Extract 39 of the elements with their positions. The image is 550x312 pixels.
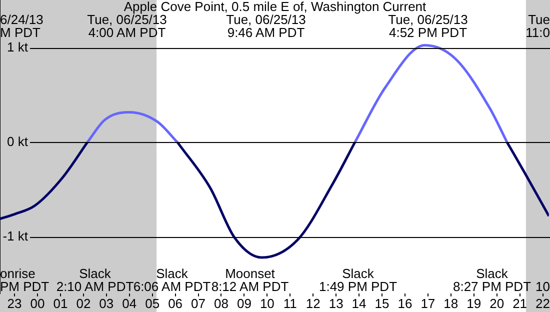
x-tick-label: 23 xyxy=(7,296,22,311)
y-tick-label: -1 kt xyxy=(2,228,28,244)
x-tick-label: 08 xyxy=(214,296,228,311)
x-tick-label: 17 xyxy=(420,296,436,311)
x-tick-label: 00 xyxy=(30,296,45,311)
annotation: Tue 11:0 xyxy=(526,12,550,40)
chart-title: Apple Cove Point, 0.5 mile E of, Washington Current xyxy=(124,0,427,14)
x-tick-label: 04 xyxy=(122,296,137,311)
x-tick-label: 01 xyxy=(53,296,68,311)
annotation: Slack 1:49 PM PDT xyxy=(318,266,398,294)
x-tick-label: 13 xyxy=(328,296,344,311)
annotation: 6/24/13 M PDT xyxy=(0,12,44,40)
x-tick-label: 06 xyxy=(168,296,183,311)
x-tick-label: 07 xyxy=(191,296,206,311)
y-tick-label: 0 kt xyxy=(7,134,28,150)
annotation: 10 xyxy=(536,279,550,294)
annotation: Slack 6:06 AM PDT xyxy=(133,266,211,294)
x-tick-label: 11 xyxy=(283,296,297,311)
x-tick-label: 02 xyxy=(76,296,91,311)
x-tick-label: 19 xyxy=(466,296,482,311)
annotation: Tue, 06/25/13 9:46 AM PDT xyxy=(226,12,306,40)
annotation: Tue, 06/25/13 4:52 PM PDT xyxy=(388,12,468,40)
x-tick-label: 09 xyxy=(236,296,252,311)
annotation: onrise PM PDT xyxy=(0,266,50,294)
x-tick-label: 18 xyxy=(444,296,458,311)
x-tick-label: 20 xyxy=(490,296,504,311)
annotation: Slack 8:27 PM PDT xyxy=(452,266,532,294)
x-tick-label: 22 xyxy=(536,296,550,311)
annotation: Moonset 8:12 AM PDT xyxy=(211,266,289,294)
x-tick-label: 03 xyxy=(99,296,114,311)
x-tick-label: 12 xyxy=(306,296,320,311)
y-tick-label: 1 kt xyxy=(7,40,28,55)
x-tick-label: 21 xyxy=(512,296,528,311)
x-tick-label: 15 xyxy=(374,296,390,311)
x-tick-label: 10 xyxy=(260,296,274,311)
x-tick-label: 16 xyxy=(398,296,412,311)
x-tick-label: 05 xyxy=(145,296,160,311)
annotation: Slack 2:10 AM PDT xyxy=(56,266,134,294)
x-tick-label: 14 xyxy=(352,296,366,311)
